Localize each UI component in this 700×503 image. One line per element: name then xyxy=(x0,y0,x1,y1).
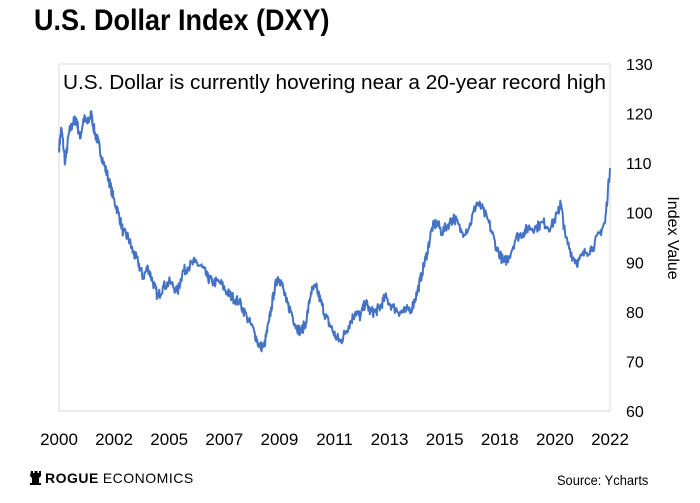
y-tick-label: 110 xyxy=(626,156,652,173)
rook-icon xyxy=(30,471,41,485)
y-axis-ticks: 60 70 80 90 100 110 120 130 xyxy=(626,57,653,421)
logo-brand-bold: ROGUE xyxy=(45,470,99,486)
x-tick-label: 2009 xyxy=(260,430,298,449)
x-tick-label: 2000 xyxy=(40,430,78,449)
x-tick-label: 2005 xyxy=(150,430,188,449)
y-tick-label: 80 xyxy=(626,305,644,322)
page-title: U.S. Dollar Index (DXY) xyxy=(34,4,330,37)
y-tick-label: 70 xyxy=(626,354,644,371)
x-tick-label: 2013 xyxy=(371,430,409,449)
x-tick-label: 2002 xyxy=(95,430,133,449)
x-axis-ticks: 2000 2002 2005 2007 2009 2011 2013 2015 2018 2020… xyxy=(40,430,629,449)
y-tick-label: 100 xyxy=(626,206,653,223)
x-tick-label: 2011 xyxy=(316,430,353,449)
y-tick-label: 60 xyxy=(626,404,644,421)
y-tick-label: 120 xyxy=(626,107,653,124)
x-tick-label: 2022 xyxy=(591,430,629,449)
source-note: Source: Ycharts xyxy=(556,472,648,488)
dxy-line-chart: U.S. Dollar is currently hovering near a… xyxy=(40,57,681,449)
x-tick-label: 2015 xyxy=(426,430,464,449)
rogue-economics-logo: ROGUE ECONOMICS xyxy=(30,470,194,486)
y-axis-label: Index Value xyxy=(664,196,681,279)
x-tick-label: 2020 xyxy=(536,430,574,449)
y-tick-label: 90 xyxy=(626,255,644,272)
logo-brand-rest: ECONOMICS xyxy=(102,470,194,486)
x-tick-label: 2007 xyxy=(205,430,243,449)
chart-subtitle: U.S. Dollar is currently hovering near a… xyxy=(63,72,606,94)
dxy-series-line xyxy=(58,110,611,353)
x-tick-label: 2018 xyxy=(481,430,519,449)
y-tick-label: 130 xyxy=(626,57,653,74)
plot-area xyxy=(58,63,611,412)
